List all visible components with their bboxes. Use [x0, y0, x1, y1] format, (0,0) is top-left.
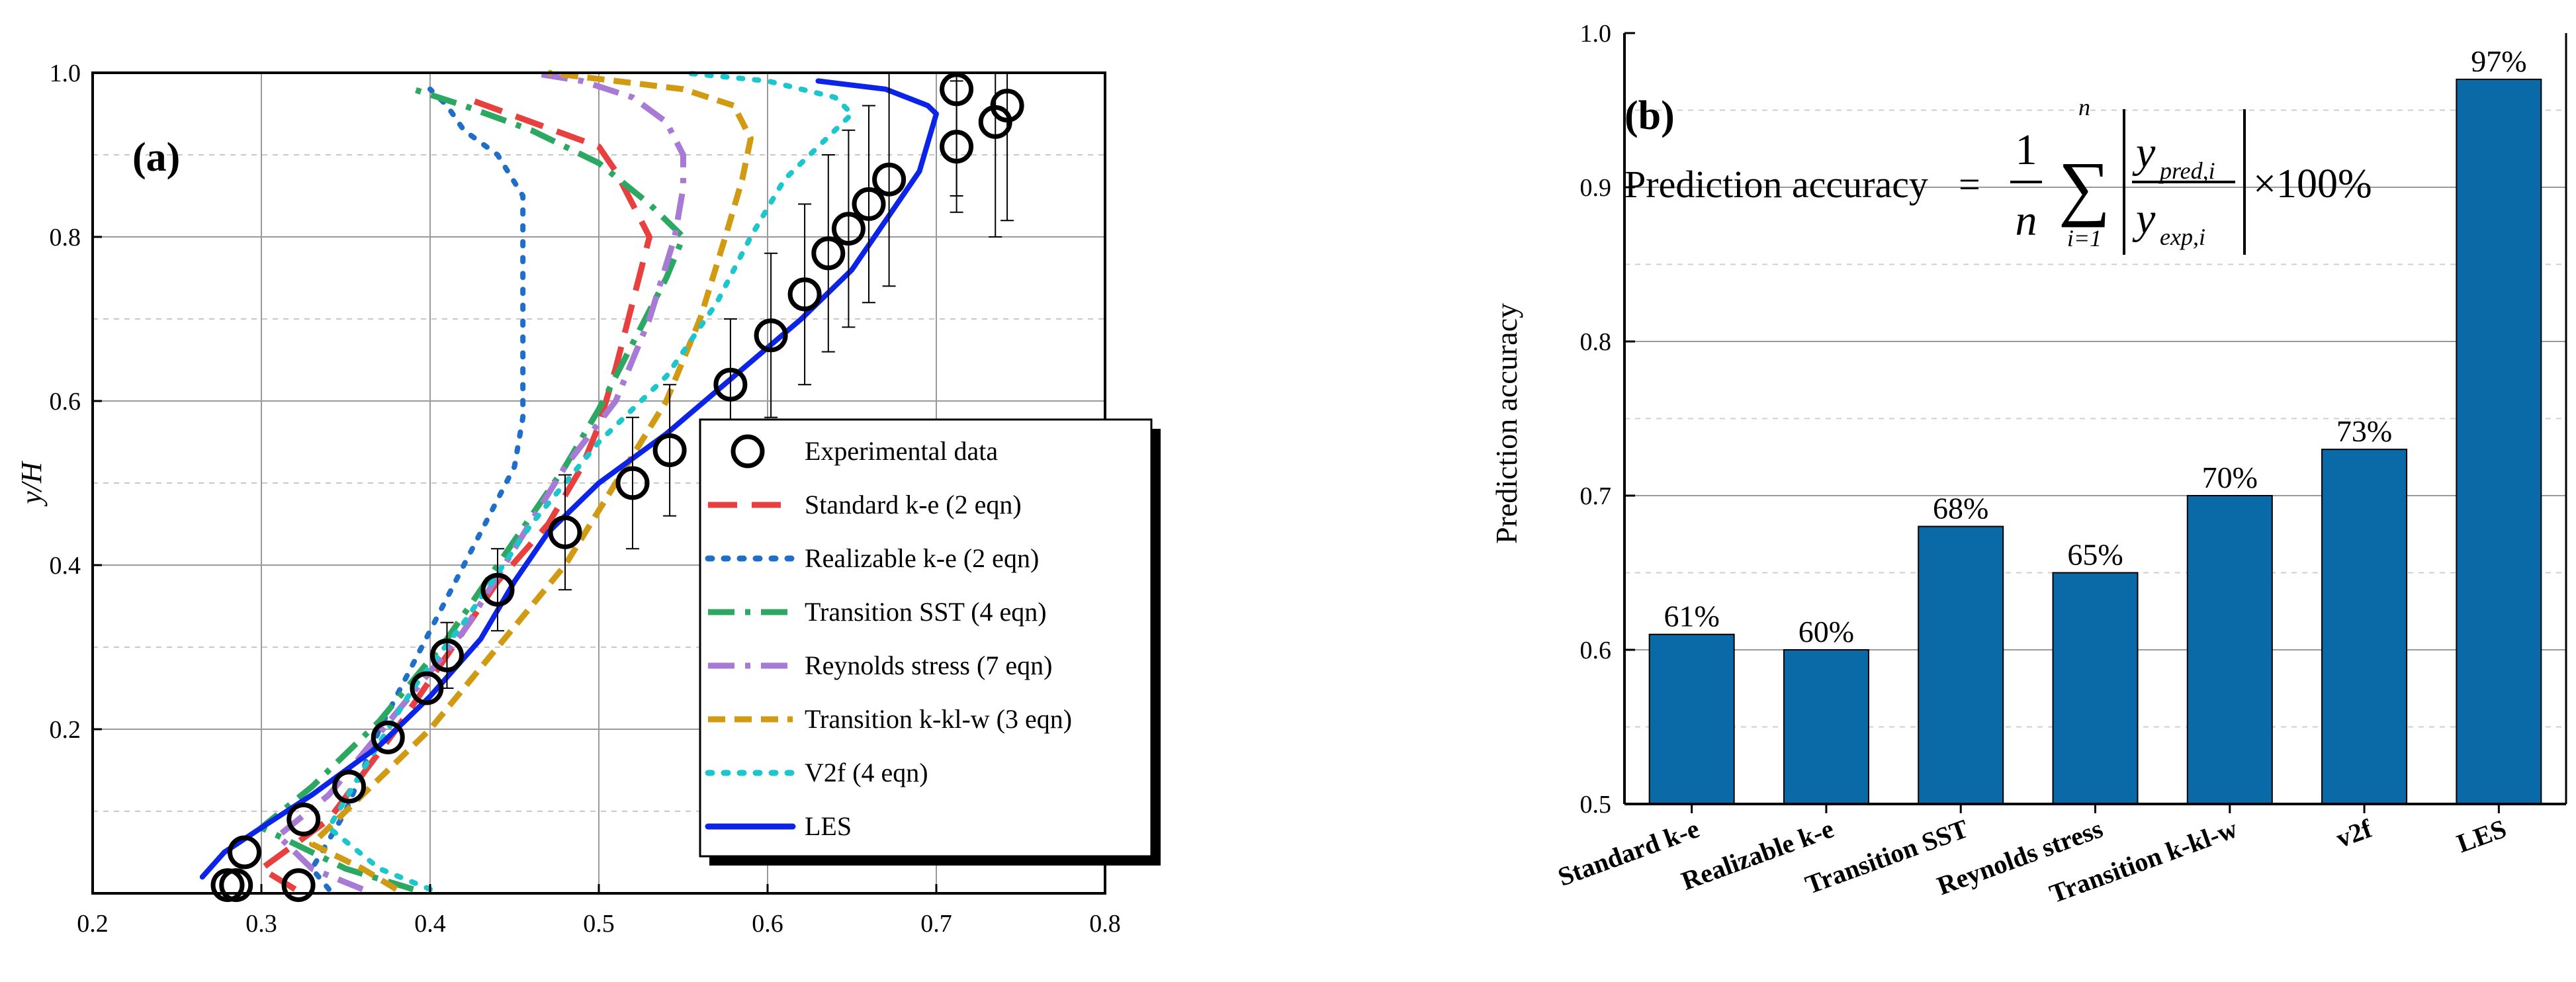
- experimental-point: [872, 162, 907, 197]
- bar: [1648, 633, 1735, 805]
- panel-a-legend: Experimental data Standard k-e (2 eqn) Rea…: [699, 418, 1161, 866]
- bar-data-label: 61%: [1664, 600, 1719, 633]
- y-tick-label: 0.8: [1580, 328, 1612, 356]
- experimental-point: [615, 466, 650, 500]
- panel-b-label: (b): [1624, 93, 1675, 138]
- experimental-point: [811, 236, 846, 271]
- bar: [2186, 495, 2273, 805]
- panel-a-x-ticks: 0.2 0.3 0.4 0.5 0.6 0.7 0.8: [77, 884, 1121, 938]
- experimental-point: [430, 638, 464, 672]
- experimental-point: [219, 868, 253, 903]
- formula-sum-top: n: [2078, 94, 2090, 120]
- formula-label: Prediction accuracy: [1624, 163, 1928, 206]
- bar: [2321, 449, 2408, 805]
- series-line: [326, 70, 855, 892]
- formula-denominator: y: [2132, 195, 2156, 243]
- experimental-point: [990, 89, 1024, 123]
- legend-label: V2f (4 eqn): [805, 758, 928, 787]
- experimental-point: [228, 835, 261, 870]
- formula-times: ×100%: [2253, 161, 2372, 206]
- panel-b-bar-chart: 61% 60% 68% 65% 70% 73% 97% 0.5 0.6 0.7 0.8 0.9 1.0…: [1489, 20, 2567, 909]
- series-line: [258, 94, 652, 892]
- formula-denominator-sub: exp,i: [2160, 224, 2205, 250]
- x-tick-label: 0.8: [1089, 910, 1121, 938]
- y-tick-label: 0.5: [1580, 791, 1612, 819]
- y-tick-label: 0.2: [50, 716, 81, 744]
- panel-a-y-ticks: 0.2 0.4 0.6 0.8 1.0: [50, 60, 102, 744]
- y-tick-label: 0.8: [50, 224, 81, 251]
- formula-sum-bottom: i=1: [2067, 225, 2102, 251]
- panel-b-bars: 61% 60% 68% 65% 70% 73% 97%: [1648, 44, 2542, 805]
- series-line: [275, 69, 686, 892]
- bar-data-label: 97%: [2471, 44, 2526, 78]
- legend-label: Transition SST (4 eqn): [805, 597, 1047, 627]
- x-tick-label: Standard k-e: [1554, 813, 1703, 892]
- x-tick-label: 0.6: [752, 910, 783, 938]
- bar: [1918, 525, 2004, 805]
- legend-marker: [731, 434, 765, 469]
- panel-a-experimental-points: [210, 72, 1024, 903]
- legend-label: Reynolds stress (7 eqn): [805, 650, 1052, 680]
- experimental-point: [652, 433, 687, 467]
- series-line: [309, 69, 754, 892]
- x-tick-label: v2f: [2332, 813, 2376, 854]
- experimental-point: [787, 277, 822, 312]
- y-tick-label: 0.6: [1580, 637, 1612, 664]
- legend-label: LES: [805, 811, 852, 841]
- experimental-point: [831, 212, 866, 246]
- bar-data-label: 68%: [1933, 492, 1988, 525]
- x-tick-label: LES: [2453, 813, 2510, 858]
- formula-equals: =: [1959, 163, 1980, 206]
- y-tick-label: 1.0: [50, 60, 81, 87]
- legend-label: Realizable k-e (2 eqn): [805, 543, 1039, 573]
- experimental-point: [754, 318, 788, 353]
- y-tick-label: 0.4: [50, 552, 81, 580]
- formula-numerator: y: [2132, 128, 2156, 177]
- experimental-point: [940, 130, 974, 164]
- experimental-point: [713, 367, 748, 402]
- accuracy-formula: Prediction accuracy = 1 n n ∑ i=1 y pred…: [1624, 94, 2372, 255]
- bar-data-label: 73%: [2336, 414, 2392, 448]
- experimental-point: [548, 515, 582, 549]
- panel-a-ylabel: y/H: [15, 461, 48, 507]
- experimental-point: [332, 770, 367, 804]
- experimental-point: [940, 72, 974, 107]
- x-tick-label: 0.4: [414, 910, 446, 938]
- legend-label: Transition k-kl-w (3 eqn): [805, 704, 1072, 734]
- formula-sigma: ∑: [2059, 147, 2110, 228]
- bar: [2052, 572, 2139, 805]
- series-line: [258, 86, 686, 893]
- panel-b-y-ticks: 0.5 0.6 0.7 0.8 0.9 1.0: [1580, 20, 1635, 819]
- bar-data-label: 65%: [2067, 538, 2123, 572]
- y-tick-label: 0.7: [1580, 482, 1612, 510]
- bar-data-label: 70%: [2202, 461, 2258, 494]
- formula-numerator-sub: pred,i: [2158, 157, 2215, 184]
- experimental-point: [281, 868, 316, 903]
- panel-a-line-chart: 0.2 0.3 0.4 0.5 0.6 0.7 0.8 0.2 0.4 0.6 0.8 1.0 (a…: [15, 60, 1161, 938]
- bar-data-label: 60%: [1799, 615, 1854, 648]
- panel-b-ylabel: Prediction accuracy: [1489, 303, 1523, 544]
- x-tick-label: 0.7: [920, 910, 952, 938]
- x-tick-label: 0.3: [245, 910, 277, 938]
- bar: [1783, 649, 1869, 805]
- experimental-point: [852, 187, 886, 221]
- bar: [2456, 78, 2542, 805]
- y-tick-label: 1.0: [1580, 20, 1612, 48]
- experimental-point: [287, 802, 321, 836]
- y-tick-label: 0.9: [1580, 174, 1612, 202]
- x-tick-label: 0.2: [77, 910, 109, 938]
- legend-label: Standard k-e (2 eqn): [805, 490, 1022, 519]
- legend-box: [699, 418, 1153, 858]
- y-tick-label: 0.6: [50, 388, 81, 416]
- formula-one: 1: [2016, 126, 2037, 174]
- experimental-point: [410, 671, 444, 705]
- x-tick-label: 0.5: [583, 910, 615, 938]
- formula-n: n: [2016, 197, 2037, 245]
- experimental-point: [480, 572, 515, 607]
- experimental-point: [371, 720, 405, 754]
- legend-label: Experimental data: [805, 436, 998, 466]
- panel-a-label: (a): [132, 135, 180, 180]
